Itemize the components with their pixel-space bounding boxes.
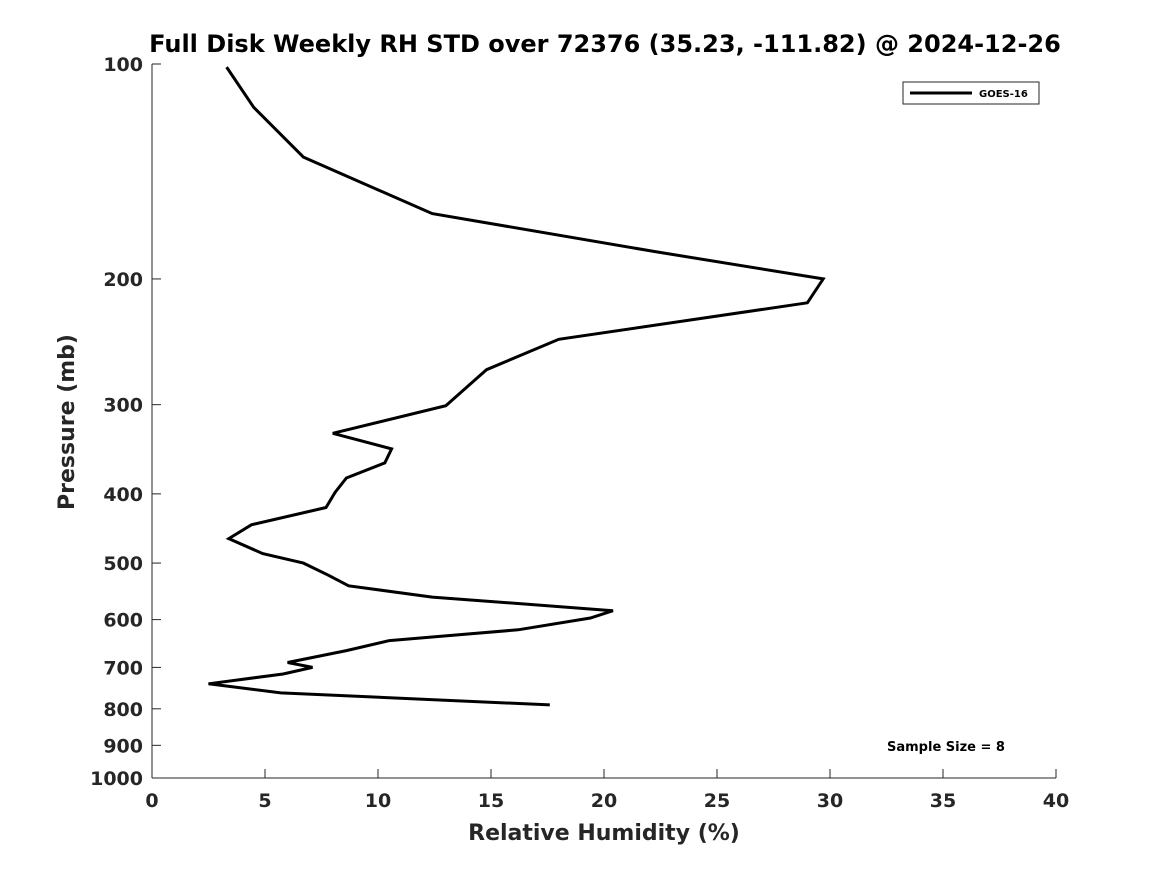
y-axis: 100 200 300 400 500 600 700 800 900 1000	[90, 54, 161, 790]
y-tick-label-500: 500	[103, 553, 143, 575]
y-tick-label-400: 400	[103, 484, 143, 506]
legend: GOES-16	[902, 81, 1040, 105]
chart-title: Full Disk Weekly RH STD over 72376 (35.2…	[149, 30, 1061, 58]
x-tick-label-5: 5	[258, 790, 271, 812]
y-tick-label-700: 700	[103, 657, 143, 679]
series-layer	[208, 66, 826, 707]
x-tick-label-40: 40	[1043, 790, 1069, 812]
x-tick-label-25: 25	[704, 790, 730, 812]
y-tick-label-1000: 1000	[90, 768, 143, 790]
x-tick-label-20: 20	[591, 790, 617, 812]
y-tick-label-800: 800	[103, 699, 143, 721]
y-tick-label-200: 200	[103, 269, 143, 291]
x-axis-label: Relative Humidity (%)	[468, 821, 740, 846]
x-tick-label-35: 35	[930, 790, 956, 812]
y-tick-label-300: 300	[103, 395, 143, 417]
x-tick-label-15: 15	[478, 790, 504, 812]
y-tick-label-900: 900	[103, 735, 143, 757]
x-tick-label-30: 30	[817, 790, 843, 812]
y-tick-label-600: 600	[103, 610, 143, 632]
series-line-goes-16	[208, 66, 826, 707]
x-tick-label-10: 10	[365, 790, 391, 812]
y-tick-label-100: 100	[103, 54, 143, 76]
legend-label-goes-16: GOES-16	[979, 89, 1028, 100]
x-tick-label-0: 0	[145, 790, 158, 812]
y-axis-label: Pressure (mb)	[55, 334, 80, 510]
x-axis: 0 5 10 15 20 25 30 35 40	[145, 769, 1069, 812]
sample-size-annotation: Sample Size = 8	[887, 740, 1005, 755]
